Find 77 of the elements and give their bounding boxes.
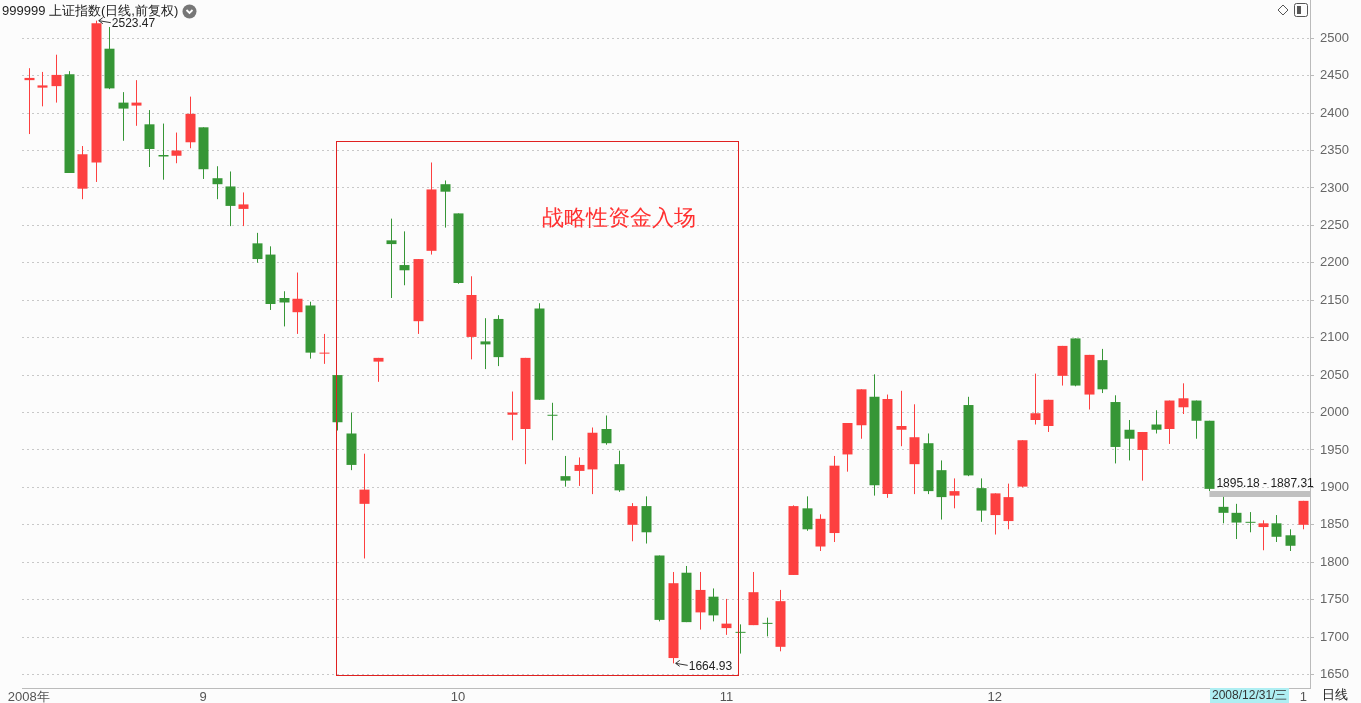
candlestick [802, 495, 813, 532]
candlestick [386, 218, 397, 299]
annotation: 2008/12/31/三 [1210, 688, 1290, 703]
candlestick [1151, 409, 1162, 434]
candlestick [695, 571, 706, 631]
y-tick-label: 2050 [1320, 366, 1349, 382]
text: 日线 [1322, 687, 1348, 703]
annotation: 1664.93 [688, 658, 733, 673]
candlestick [708, 587, 719, 622]
candlestick [1191, 400, 1202, 440]
candlestick [1030, 373, 1041, 425]
candlestick [1003, 483, 1014, 530]
candlestick [319, 333, 330, 365]
candlestick [225, 170, 236, 227]
x-tick-label: 12 [987, 689, 1002, 703]
annotation: 战略性资金入场 [542, 204, 697, 230]
y-tick-label: 1750 [1320, 591, 1349, 607]
y-tick-label: 2400 [1320, 104, 1349, 120]
y-tick-label: 2150 [1320, 291, 1349, 307]
candlestick [1231, 503, 1242, 540]
x-tick-label: 2008年 [7, 689, 50, 703]
candlestick [480, 317, 491, 370]
y-tick-label: 1850 [1320, 516, 1349, 532]
candlestick [131, 79, 142, 127]
candlestick [547, 402, 558, 441]
y-tick-label: 2300 [1320, 179, 1349, 195]
candlestick [238, 191, 249, 227]
candlestick [1245, 511, 1256, 533]
y-tick-label: 2200 [1320, 254, 1349, 270]
candlestick [1137, 431, 1148, 482]
y-tick-label: 1800 [1320, 553, 1349, 569]
x-tick-label: 9 [199, 689, 207, 703]
y-tick-label: 1650 [1320, 666, 1349, 682]
candlestick [762, 617, 773, 637]
x-tick-label: 1 [1299, 689, 1307, 703]
y-tick-label: 2100 [1320, 329, 1349, 345]
candlestick [507, 391, 518, 441]
candlestick [949, 477, 960, 509]
y-tick-label: 1900 [1320, 478, 1349, 494]
band-label: 1895.18 - 1887.31 [1216, 476, 1315, 491]
candlestick [1178, 382, 1189, 415]
y-tick-label: 2500 [1320, 29, 1349, 45]
candlestick [1271, 514, 1282, 543]
candlestick [1285, 528, 1296, 552]
y-tick-label: 2450 [1320, 67, 1349, 83]
y-tick-label: 2350 [1320, 142, 1349, 158]
candlestick [990, 492, 1001, 536]
candlestick [1258, 519, 1269, 551]
candlestick [735, 623, 746, 655]
candlestick [359, 453, 370, 559]
candlestick [1124, 419, 1135, 461]
candlestick [158, 123, 169, 181]
candlestick [37, 71, 48, 107]
candlestick [399, 230, 410, 286]
candlestick [24, 67, 35, 135]
y-tick-label: 2000 [1320, 404, 1349, 420]
y-tick-label: 1700 [1320, 628, 1349, 644]
candlestick [574, 456, 585, 487]
candlestick [51, 54, 62, 104]
candlestick [252, 232, 263, 264]
candlestick [212, 165, 223, 200]
x-tick-label: 11 [719, 689, 734, 703]
candlestick [896, 390, 907, 447]
candlestick [627, 502, 638, 542]
candlestick [292, 272, 303, 335]
y-tick-label: 1950 [1320, 441, 1349, 457]
candlestick [1298, 500, 1309, 530]
chart-title: 999999 上证指数(日线,前复权) [2, 2, 179, 18]
candlestick [118, 91, 129, 142]
candlestick [601, 415, 612, 446]
candlestick [560, 455, 571, 488]
y-tick-label: 2250 [1320, 216, 1349, 232]
candlestick [1218, 496, 1229, 524]
candlestick [976, 477, 987, 523]
candlestick [440, 179, 451, 229]
candlestick [171, 132, 182, 164]
x-tick-label: 10 [450, 689, 466, 703]
